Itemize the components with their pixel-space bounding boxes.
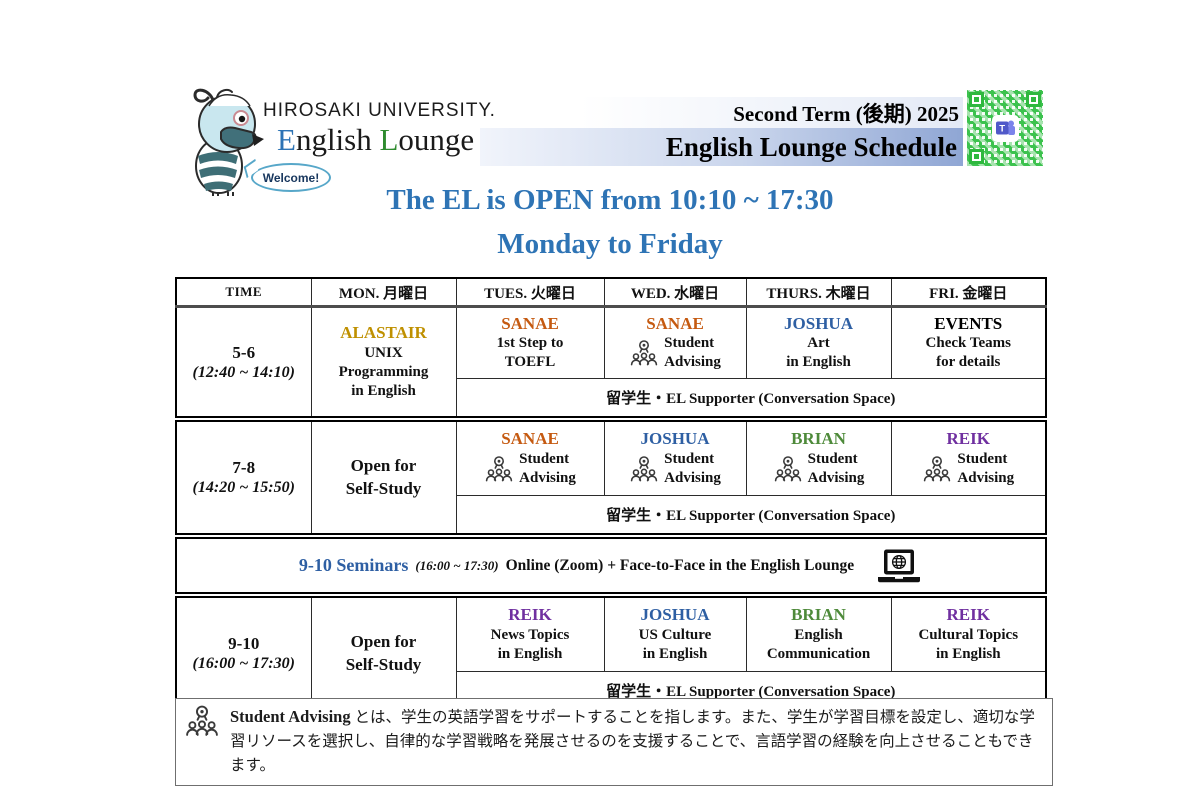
period-9-10-row: 9-10 (16:00 ~ 17:30) Open for Self-Study… — [175, 594, 1047, 711]
period-5-6-row: 5-6 (12:40 ~ 14:10) ALASTAIR UNIX Progra… — [175, 306, 1047, 420]
cell-fri-5-6: EVENTS Check Teams for details — [890, 306, 1047, 379]
student-advising-note: Student Advising とは、学生の英語学習をサポートすることを指しま… — [175, 698, 1053, 787]
header-tuesday: TUES. 火曜日 — [455, 277, 605, 308]
student-advising-icon — [485, 455, 513, 482]
time-cell-5-6: 5-6 (12:40 ~ 14:10) — [175, 306, 312, 420]
cell-fri-9-10: REIK Cultural Topics in English — [890, 594, 1047, 672]
header-thursday: THURS. 木曜日 — [745, 277, 892, 308]
conversation-space-row: 留学生・EL Supporter (Conversation Space) — [176, 495, 1047, 537]
student-advising-icon — [774, 455, 801, 482]
cell-thu-5-6: JOSHUA Art in English — [745, 306, 892, 379]
header-friday: FRI. 金曜日 — [890, 277, 1047, 308]
teams-logo-icon: T — [991, 114, 1019, 142]
open-hours-notice: The EL is OPEN from 10:10 ~ 17:30 Monday… — [165, 184, 1055, 261]
cell-thu-9-10: BRIAN English Communication — [745, 594, 892, 672]
cell-wed-9-10: JOSHUA US Culture in English — [603, 594, 747, 672]
term-label: Second Term (後期) 2025 — [733, 101, 959, 126]
conversation-space-cell: 留学生・EL Supporter (Conversation Space) — [455, 495, 1047, 537]
cell-mon-9-10: Open for Self-Study — [310, 594, 457, 711]
conversation-space-row: 留学生・EL Supporter (Conversation Space) — [176, 378, 1047, 420]
time-cell-7-8: 7-8 (14:20 ~ 15:50) — [175, 416, 312, 537]
seminar-banner-cell: 9-10 Seminars (16:00 ~ 17:30) Online (Zo… — [175, 533, 1047, 598]
conversation-space-cell: 留学生・EL Supporter (Conversation Space) — [455, 378, 1047, 420]
header-wednesday: WED. 水曜日 — [603, 277, 747, 308]
schedule-table: TIME MON. 月曜日 TUES. 火曜日 WED. 水曜日 THURS. … — [175, 277, 1047, 711]
cell-tue-5-6: SANAE 1st Step to TOEFL — [455, 306, 605, 379]
open-days-line: Monday to Friday — [497, 228, 723, 260]
qr-finder-icon — [969, 149, 984, 164]
cell-mon-7-8: Open for Self-Study — [310, 416, 457, 537]
term-band: Second Term (後期) 2025 — [580, 97, 963, 128]
page-title: English Lounge Schedule — [665, 131, 957, 162]
cell-thu-7-8: BRIAN Student Advising — [745, 416, 892, 496]
cell-tue-9-10: REIK News Topics in English — [455, 594, 605, 672]
lounge-logo: HIROSAKI UNIVERSITY. English Lounge — [263, 100, 496, 158]
teams-qr-code: T — [967, 90, 1043, 166]
header-monday: MON. 月曜日 — [310, 277, 457, 308]
qr-finder-icon — [1026, 92, 1041, 107]
seminar-title: 9-10 Seminars — [298, 555, 409, 575]
cell-wed-7-8: JOSHUA Student Advising — [603, 416, 747, 496]
header-time: TIME — [175, 277, 312, 308]
cell-tue-7-8: SANAE Student Advising — [455, 416, 605, 496]
note-text: Student Advising とは、学生の英語学習をサポートすることを指しま… — [230, 707, 1035, 775]
time-cell-9-10: 9-10 (16:00 ~ 17:30) — [175, 594, 312, 711]
seminar-banner-row: 9-10 Seminars (16:00 ~ 17:30) Online (Zo… — [175, 533, 1047, 598]
bird-mascot-logo — [193, 88, 264, 196]
student-advising-icon — [630, 455, 658, 482]
student-advising-icon — [924, 455, 951, 482]
svg-text:T: T — [999, 123, 1005, 134]
seminar-time: (16:00 ~ 17:30) — [415, 557, 499, 573]
student-advising-icon — [630, 340, 658, 366]
lounge-name: English Lounge — [277, 122, 475, 157]
cell-fri-7-8: REIK Student Advising — [890, 416, 1047, 496]
schedule-title-band: English Lounge Schedule — [480, 128, 963, 166]
period-7-8-row: 7-8 (14:20 ~ 15:50) Open for Self-Study … — [175, 416, 1047, 537]
qr-finder-icon — [969, 92, 984, 107]
online-laptop-icon — [878, 549, 921, 582]
header-row: TIME MON. 月曜日 TUES. 火曜日 WED. 水曜日 THURS. … — [175, 277, 1047, 308]
open-hours-line: The EL is OPEN from 10:10 ~ 17:30 — [386, 184, 834, 216]
welcome-speech-bubble: Welcome! — [251, 163, 331, 192]
university-name: HIROSAKI UNIVERSITY. — [263, 100, 496, 121]
student-advising-icon — [186, 705, 218, 736]
cell-wed-5-6: SANAE Student Advising — [603, 306, 747, 379]
seminar-description: Online (Zoom) + Face-to-Face in the Engl… — [505, 556, 855, 574]
cell-mon-5-6: ALASTAIR UNIX Programming in English — [310, 306, 457, 420]
